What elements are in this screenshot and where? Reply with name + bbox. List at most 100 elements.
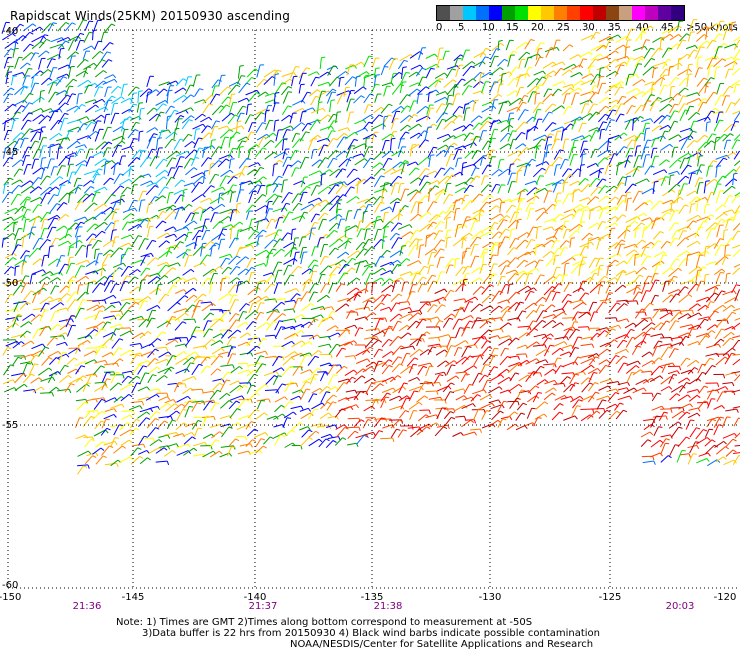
wind-barb xyxy=(713,137,717,151)
wind-barb xyxy=(734,192,740,197)
wind-barb xyxy=(463,78,474,87)
wind-barb-flag xyxy=(540,42,545,45)
wind-barb xyxy=(113,262,124,268)
wind-barb xyxy=(194,99,204,104)
wind-barb-flag xyxy=(413,114,418,117)
wind-barb xyxy=(175,150,188,157)
wind-barb xyxy=(482,273,491,285)
wind-barb-flag xyxy=(281,248,285,252)
wind-barb xyxy=(202,185,212,195)
wind-barb xyxy=(317,186,329,195)
wind-barb xyxy=(653,251,664,258)
wind-barb-flag xyxy=(344,272,349,275)
wind-barb-flag xyxy=(117,144,123,147)
wind-barb xyxy=(434,96,446,103)
wind-barb-flag xyxy=(296,293,301,296)
wind-barb xyxy=(20,119,29,130)
wind-barb xyxy=(624,176,628,186)
wind-barb-flag xyxy=(598,186,603,190)
wind-barb xyxy=(32,204,39,213)
wind-barb xyxy=(614,86,621,96)
wind-barb xyxy=(92,30,94,41)
wind-barb-flag xyxy=(697,303,701,307)
wind-barb xyxy=(533,333,545,338)
wind-barb xyxy=(516,162,528,168)
wind-barb-flag xyxy=(292,326,296,331)
wind-barb-flag xyxy=(350,310,355,312)
wind-barb-flag xyxy=(181,179,186,183)
wind-barb-flag xyxy=(677,25,682,29)
wind-barb xyxy=(478,130,484,142)
wind-barb-flag xyxy=(130,146,134,151)
wind-barb xyxy=(227,114,236,125)
wind-barb xyxy=(470,277,480,284)
wind-barb xyxy=(329,202,338,212)
wind-barb-flag xyxy=(28,67,33,70)
wind-barb xyxy=(436,59,440,69)
wind-barb-flag xyxy=(500,201,506,204)
wind-barb xyxy=(139,331,149,339)
wind-barb xyxy=(373,229,379,241)
wind-barb xyxy=(310,213,317,223)
wind-barb-flag xyxy=(104,158,109,162)
wind-barb xyxy=(308,228,313,241)
wind-barb-flag xyxy=(682,230,687,232)
wind-barb xyxy=(595,257,601,268)
wind-barb-flag xyxy=(269,119,274,122)
wind-barb xyxy=(193,175,203,185)
wind-barb xyxy=(329,181,342,187)
wind-barb xyxy=(129,315,142,321)
wind-barb xyxy=(373,168,382,177)
wind-barb xyxy=(625,198,629,212)
wind-barb-flag xyxy=(148,88,153,92)
wind-barb xyxy=(83,31,90,43)
wind-barb xyxy=(409,100,415,112)
wind-barb-flag xyxy=(287,264,293,267)
wind-barb xyxy=(733,111,740,122)
wind-barb-flag xyxy=(444,72,448,77)
wind-barb-flag xyxy=(670,337,673,342)
wind-barb xyxy=(110,283,116,294)
wind-barb xyxy=(515,143,524,150)
wind-barb xyxy=(200,157,209,167)
wind-barb-flag xyxy=(345,263,350,267)
wind-barb-flag xyxy=(202,194,206,198)
wind-barb-flag xyxy=(26,301,31,305)
wind-barb-flag xyxy=(641,308,646,311)
wind-barb xyxy=(140,180,151,186)
wind-barb-flag xyxy=(693,139,698,143)
wind-barb xyxy=(40,69,49,77)
wind-barb-flag xyxy=(144,219,149,222)
wind-barb-flag xyxy=(539,102,544,105)
wind-barb xyxy=(193,225,205,230)
wind-barb-flag xyxy=(165,347,169,352)
wind-barb-flag xyxy=(418,260,422,265)
wind-barb xyxy=(335,168,343,178)
wind-barb xyxy=(533,109,538,122)
wind-barb-flag xyxy=(362,86,367,90)
wind-barb xyxy=(255,302,261,313)
wind-barb xyxy=(705,28,708,40)
wind-barb-flag xyxy=(331,130,336,132)
wind-barb-flag xyxy=(721,290,726,293)
wind-barb xyxy=(239,244,252,250)
wind-barb xyxy=(677,21,680,31)
wind-barb xyxy=(265,99,275,104)
wind-barb xyxy=(85,121,92,130)
wind-barb-flag xyxy=(460,306,465,309)
wind-barb-flag xyxy=(505,228,510,231)
wind-barb-flag xyxy=(551,290,556,293)
wind-barb-flag xyxy=(469,320,474,323)
wind-barb xyxy=(418,47,423,60)
wind-barb-flag xyxy=(228,329,233,332)
wind-barb xyxy=(563,263,566,277)
wind-barb xyxy=(697,141,707,151)
wind-barb xyxy=(715,272,721,284)
wind-barb xyxy=(481,317,494,322)
wind-barb xyxy=(83,186,91,194)
wind-barb xyxy=(209,318,220,328)
wind-barb xyxy=(443,313,452,321)
wind-barb xyxy=(633,155,639,168)
wind-barb xyxy=(238,82,247,94)
wind-barb xyxy=(533,188,538,202)
